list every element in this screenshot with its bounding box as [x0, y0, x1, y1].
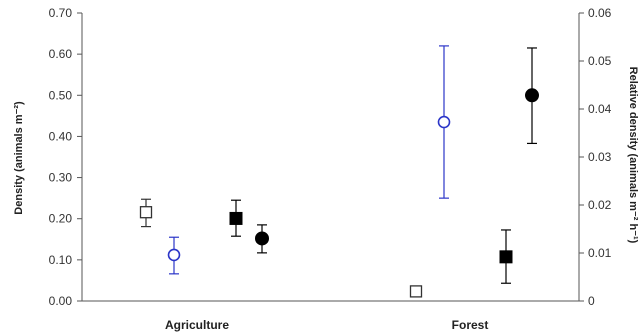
- y-tick-label: 0.60: [49, 47, 73, 61]
- y2-tick-label: 0.06: [588, 6, 612, 20]
- data-point-open-square: [139, 206, 153, 219]
- x-category-label: Forest: [452, 318, 489, 332]
- data-point-filled-circle: [255, 231, 269, 246]
- y2-tick-label: 0.05: [588, 54, 612, 68]
- x-category-label: Agriculture: [165, 318, 229, 332]
- y2-tick-label: 0.02: [588, 198, 612, 212]
- data-marks: [139, 45, 539, 298]
- y-tick-label: 0.40: [49, 129, 73, 143]
- data-point-open-circle: [167, 248, 181, 262]
- y2-tick-label: 0.01: [588, 246, 612, 260]
- y2-tick-label: 0: [588, 294, 595, 308]
- y-axis-title: Density (animals m⁻²): [13, 101, 25, 215]
- y-tick-label: 0.20: [49, 212, 73, 226]
- y2-tick-label: 0.04: [588, 102, 612, 116]
- y-tick-label: 0.00: [49, 294, 73, 308]
- ticks: 0.00 0.10 0.20 0.30 0.40 0.50 0.60 0.70 0 0.01 0.0…: [49, 6, 612, 332]
- data-point-open-circle: [437, 115, 451, 129]
- data-point-open-square: [409, 285, 423, 298]
- y-tick-label: 0.10: [49, 253, 73, 267]
- y-tick-label: 0.30: [49, 171, 73, 185]
- data-point-filled-circle: [525, 88, 539, 103]
- data-point-filled-square: [229, 211, 243, 225]
- y2-axis-title: Relative density (animals m⁻² h⁻¹): [627, 67, 639, 244]
- data-point-filled-square: [499, 250, 513, 264]
- y-tick-label: 0.50: [49, 88, 73, 102]
- y-tick-label: 0.70: [49, 6, 73, 20]
- y2-tick-label: 0.03: [588, 150, 612, 164]
